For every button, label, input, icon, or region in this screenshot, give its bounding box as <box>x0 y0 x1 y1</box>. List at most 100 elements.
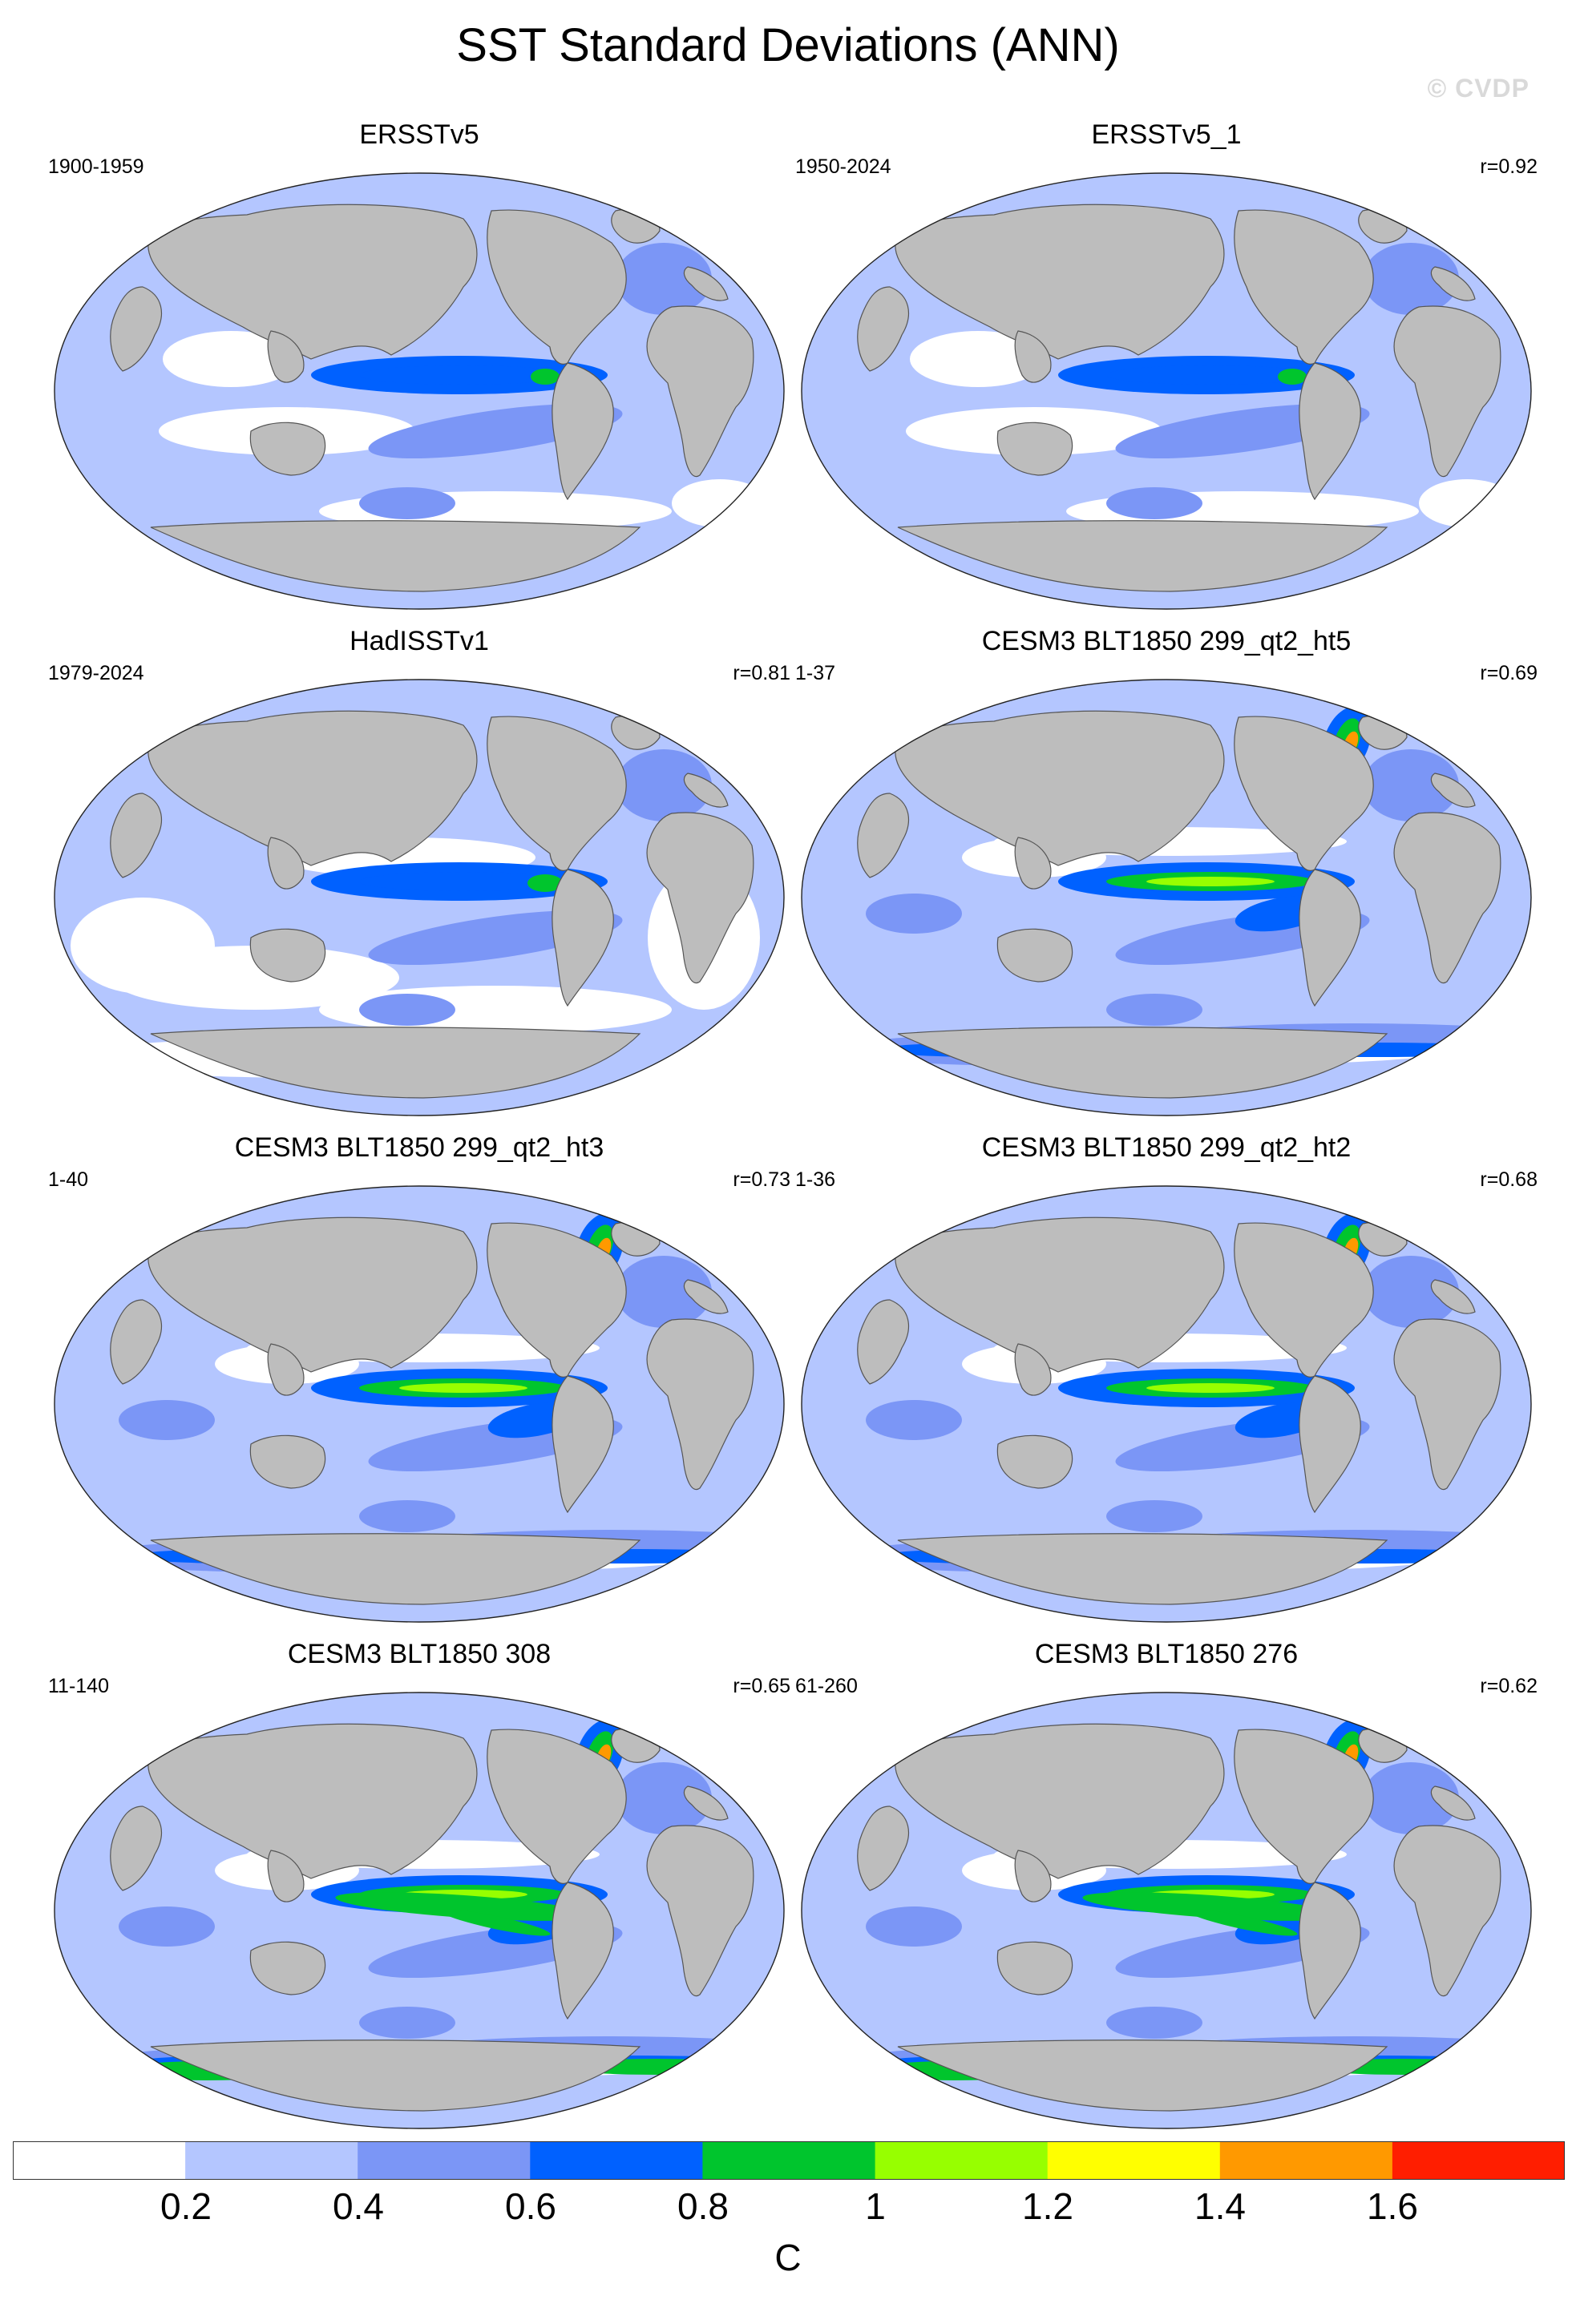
map-outline <box>801 172 1532 610</box>
map-panel: CESM3 BLT1850 299_qt2_ht2 1-36 r=0.68 <box>794 1132 1539 1628</box>
sst-contour <box>866 1400 962 1440</box>
sst-contour <box>359 2007 455 2039</box>
landmass <box>683 266 729 301</box>
landmass <box>897 2040 1388 2112</box>
landmass <box>1299 869 1361 1007</box>
sst-contour <box>1106 365 1315 385</box>
map-outline <box>54 679 785 1116</box>
landmass <box>1393 812 1501 984</box>
colorbar-tick-label: 1.4 <box>1194 2185 1246 2227</box>
landmass <box>895 1723 1225 1879</box>
panel-title: CESM3 BLT1850 308 <box>287 1639 552 1669</box>
landmass <box>249 422 326 476</box>
sst-contour <box>910 331 1046 387</box>
landmass <box>1430 773 1476 808</box>
landmass <box>996 928 1073 982</box>
landmass <box>249 1941 326 1995</box>
landmass <box>897 1533 1388 1605</box>
sst-contour <box>359 487 455 519</box>
landmass <box>147 1216 478 1373</box>
landmass <box>147 204 478 360</box>
map-panel: CESM3 BLT1850 308 11-140 r=0.65 <box>46 1638 792 2135</box>
panel-correlation: r=0.65 <box>733 1675 790 1697</box>
sst-contour <box>531 369 560 385</box>
colorbar-tick-label: 0.4 <box>333 2185 384 2227</box>
sst-contour <box>1106 994 1202 1026</box>
sst-contour <box>359 872 568 891</box>
world-map <box>54 679 785 1116</box>
landmass <box>897 520 1388 592</box>
sst-contour <box>359 1500 455 1532</box>
colorbar-tick-label: 1.2 <box>1022 2185 1073 2227</box>
landmass <box>1299 1882 1361 2020</box>
landmass <box>1299 1375 1361 1514</box>
panel-period: 1900-1959 <box>48 155 144 178</box>
landmass <box>267 330 305 383</box>
landmass <box>552 1375 614 1514</box>
map-panel: CESM3 BLT1850 299_qt2_ht3 1-40 r=0.73 <box>46 1132 792 1628</box>
panel-correlation: r=0.62 <box>1480 1675 1538 1697</box>
sst-contour <box>163 331 299 387</box>
sst-contour <box>616 1256 712 1328</box>
cvdp-watermark: © CVDP <box>1427 74 1530 103</box>
sst-contour <box>1363 1762 1459 1834</box>
world-map <box>54 1692 785 2129</box>
panel-title: CESM3 BLT1850 299_qt2_ht2 <box>981 1132 1352 1163</box>
landmass <box>1430 1279 1476 1314</box>
landmass <box>267 1343 305 1396</box>
colorbar-swatch <box>1047 2141 1221 2180</box>
panel-correlation: r=0.81 <box>733 662 790 684</box>
sst-contour <box>399 1383 527 1393</box>
landmass <box>683 773 729 808</box>
panel-correlation: r=0.68 <box>1480 1168 1538 1191</box>
world-map <box>801 679 1532 1116</box>
map-outline <box>54 172 785 610</box>
colorbar-tick-label: 0.6 <box>505 2185 556 2227</box>
landmass <box>646 812 754 984</box>
landmass <box>1234 209 1374 365</box>
sst-contour <box>119 1906 215 1947</box>
landmass <box>110 793 162 878</box>
landmass <box>552 362 614 501</box>
landmass <box>895 710 1225 866</box>
sst-contour <box>1278 369 1307 385</box>
sst-contour <box>111 946 399 1010</box>
landmass <box>110 1806 162 1891</box>
panel-title: CESM3 BLT1850 299_qt2_ht5 <box>981 626 1352 656</box>
landmass <box>552 1882 614 2020</box>
landmass <box>646 305 754 478</box>
landmass <box>110 1299 162 1385</box>
sst-contour <box>1146 1383 1275 1393</box>
landmass <box>487 716 627 871</box>
landmass <box>1393 1825 1501 1997</box>
panel-correlation: r=0.73 <box>733 1168 790 1191</box>
landmass <box>895 1216 1225 1373</box>
landmass <box>1393 305 1501 478</box>
map-panel: CESM3 BLT1850 276 61-260 r=0.62 <box>794 1638 1539 2135</box>
landmass <box>1234 1222 1374 1378</box>
map-outline <box>54 1185 785 1623</box>
landmass <box>996 422 1073 476</box>
sst-contour <box>616 1762 712 1834</box>
map-panel: CESM3 BLT1850 299_qt2_ht5 1-37 r=0.69 <box>794 625 1539 1122</box>
landmass <box>150 1533 641 1605</box>
sst-contour <box>527 874 563 892</box>
panel-period: 1-37 <box>795 662 836 684</box>
map-panel: ERSSTv5_1 1950-2024 r=0.92 <box>794 119 1539 615</box>
sst-contour <box>866 894 962 934</box>
map-panel: HadISSTv1 1979-2024 r=0.81 <box>46 625 792 1122</box>
sst-contour <box>119 1400 215 1440</box>
landmass <box>895 204 1225 360</box>
sst-contour <box>1106 1500 1202 1532</box>
landmass <box>1430 1785 1476 1821</box>
colorbar-swatch <box>185 2141 358 2180</box>
sst-contour <box>359 994 455 1026</box>
sst-contour <box>359 365 568 385</box>
sst-contour <box>866 1906 962 1947</box>
landmass <box>857 286 909 372</box>
landmass <box>1014 330 1052 383</box>
landmass <box>683 1279 729 1314</box>
landmass <box>150 1027 641 1099</box>
world-map <box>801 1185 1532 1623</box>
world-map <box>54 172 785 610</box>
